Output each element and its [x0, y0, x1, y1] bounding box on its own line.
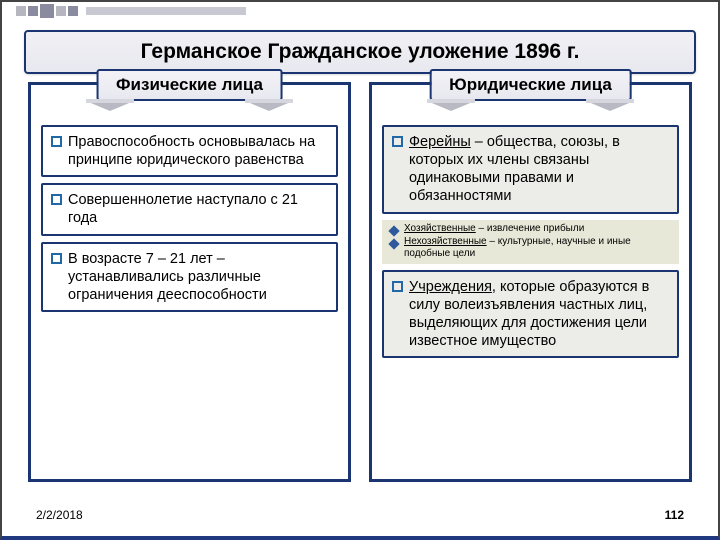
left-arrows — [31, 101, 348, 115]
left-item-2: Совершеннолетие наступало с 21 года — [41, 183, 338, 235]
right-arrows — [372, 101, 689, 115]
left-item-2-text: Совершеннолетие наступало с 21 года — [68, 191, 328, 227]
main-title-text: Германское Гражданское уложение 1896 г. — [141, 40, 580, 63]
main-title: Германское Гражданское уложение 1896 г. — [24, 30, 696, 74]
sub-2: Нехозяйственные – культурные, научные и … — [404, 236, 673, 260]
left-item-3: В возрасте 7 – 21 лет – устанавливались … — [41, 242, 338, 312]
left-item-3-text: В возрасте 7 – 21 лет – устанавливались … — [68, 250, 328, 304]
bullet-icon — [51, 194, 62, 205]
left-header: Физические лица — [96, 69, 283, 101]
bullet-icon — [392, 136, 403, 147]
columns: Физические лица Правоспособность основыв… — [2, 82, 718, 482]
right-item-1-text: Ферейны – общества, союзы, в которых их … — [409, 133, 669, 206]
right-item-2-text: Учреждения, которые образуются в силу во… — [409, 278, 669, 351]
sub-1: Хозяйственные – извлечение прибыли — [404, 223, 584, 235]
footer-page: 112 — [665, 508, 684, 522]
footer: 2/2/2018 112 — [2, 508, 718, 522]
diamond-icon — [388, 225, 399, 236]
right-item-1: Ферейны – общества, союзы, в которых их … — [382, 125, 679, 214]
left-item-1-text: Правоспособность основывалась на принцип… — [68, 133, 328, 169]
bullet-icon — [51, 136, 62, 147]
left-item-1: Правоспособность основывалась на принцип… — [41, 125, 338, 177]
bullet-icon — [51, 253, 62, 264]
diamond-icon — [388, 238, 399, 249]
right-header: Юридические лица — [429, 69, 632, 101]
corner-decor — [16, 4, 246, 18]
right-column: Юридические лица Ферейны – общества, сою… — [369, 82, 692, 482]
right-item-2: Учреждения, которые образуются в силу во… — [382, 270, 679, 359]
right-sub-box: Хозяйственные – извлечение прибыли Нехоз… — [382, 220, 679, 264]
bullet-icon — [392, 281, 403, 292]
left-column: Физические лица Правоспособность основыв… — [28, 82, 351, 482]
footer-date: 2/2/2018 — [36, 508, 83, 522]
